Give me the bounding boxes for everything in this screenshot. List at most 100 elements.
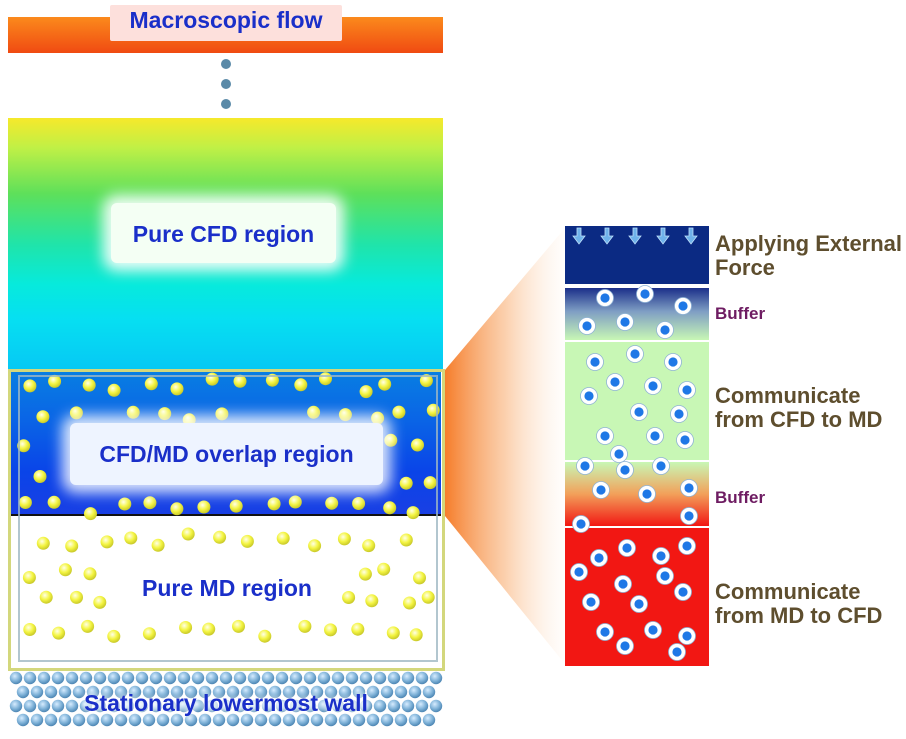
md-particle (84, 507, 97, 521)
wall-particle (359, 671, 373, 685)
wall-particle (51, 699, 65, 713)
down-arrow-icon (572, 227, 586, 245)
molecule-core (682, 541, 692, 551)
wall-particle (135, 671, 149, 685)
wall-particle (282, 713, 296, 727)
wall-particle (51, 671, 65, 685)
wall-particle (247, 699, 261, 713)
md-particle (307, 405, 321, 419)
wall-particle (16, 685, 30, 699)
wall-particle (415, 699, 429, 713)
md-particle (421, 590, 435, 604)
md-particle (70, 590, 83, 604)
wall-particle (401, 699, 415, 713)
md-particle (365, 594, 379, 608)
md-particle (143, 496, 157, 510)
md-particle (69, 406, 83, 420)
molecule-core (614, 449, 624, 459)
wall-particle (191, 699, 205, 713)
external-force-label: Applying External Force (715, 231, 903, 280)
down-arrow-icon (628, 227, 642, 245)
wall-particle (401, 671, 415, 685)
wall-particle (429, 699, 443, 713)
molecule-core (620, 641, 630, 651)
molecule-core (620, 317, 630, 327)
md-particle (399, 533, 413, 547)
wall-particle (345, 671, 359, 685)
wall-particle (310, 685, 324, 699)
wall-particle (261, 699, 275, 713)
macroscopic-flow-label: Macroscopic flow (110, 5, 342, 41)
wall-particle (373, 671, 387, 685)
wall-particle (128, 713, 142, 727)
md-particle (36, 410, 50, 424)
md-particle (213, 530, 227, 544)
wall-particle (58, 685, 72, 699)
md-particle (118, 497, 132, 511)
md-particle (240, 534, 254, 548)
wall-particle (44, 685, 58, 699)
md-particle (359, 385, 373, 399)
wall-particle (282, 685, 296, 699)
molecule-core (682, 385, 692, 395)
molecule-core (656, 551, 666, 561)
wall-particle (9, 699, 23, 713)
wall-particle (296, 685, 310, 699)
md-particle (170, 382, 184, 396)
wall-particle (44, 713, 58, 727)
molecule-core (634, 407, 644, 417)
md-particle (342, 591, 356, 604)
molecule-core (634, 599, 644, 609)
wall-particle (156, 713, 170, 727)
molecule-core (656, 461, 666, 471)
wall-particle (30, 713, 44, 727)
md-particle (23, 379, 37, 393)
wall-particle (233, 671, 247, 685)
wall-particle (331, 699, 345, 713)
wall-particle (79, 671, 93, 685)
md-particle (83, 567, 97, 581)
down-arrow-icon (684, 227, 698, 245)
wall-particle (184, 713, 198, 727)
wall-particle (359, 699, 373, 713)
md-particle (22, 571, 36, 584)
wall-particle (9, 671, 23, 685)
wall-particle (408, 685, 422, 699)
md-particle (47, 495, 61, 509)
wall-particle (93, 699, 107, 713)
md-particle (158, 407, 172, 421)
wall-particle (380, 713, 394, 727)
md-particle (233, 374, 247, 388)
md-particle (151, 538, 165, 552)
wall-particle (100, 685, 114, 699)
md-particle (126, 405, 140, 419)
md-particle (308, 539, 322, 553)
communicate-cfd-md-label: Communicate from CFD to MD (715, 383, 883, 432)
molecule-core (642, 489, 652, 499)
wall-particle (128, 685, 142, 699)
wall-particle (156, 685, 170, 699)
md-particle (107, 629, 121, 643)
wall-particle (107, 699, 121, 713)
wall-particle (303, 671, 317, 685)
md-particle (383, 501, 397, 515)
wall-particle (100, 713, 114, 727)
molecule-core (600, 293, 610, 303)
molecule-core (678, 301, 688, 311)
md-particle (325, 496, 339, 510)
wall-particle (338, 713, 352, 727)
wall-particle (177, 671, 191, 685)
molecule-core (660, 571, 670, 581)
wall-particle (226, 713, 240, 727)
md-particle (337, 532, 351, 546)
md-domain-frame (18, 375, 438, 662)
wall-particle (296, 713, 310, 727)
md-particle (65, 539, 79, 553)
molecule-core (622, 543, 632, 553)
md-particle (144, 377, 158, 391)
wall-particle (303, 699, 317, 713)
wall-particle (114, 713, 128, 727)
molecule-core (674, 409, 684, 419)
wall-particle (72, 685, 86, 699)
